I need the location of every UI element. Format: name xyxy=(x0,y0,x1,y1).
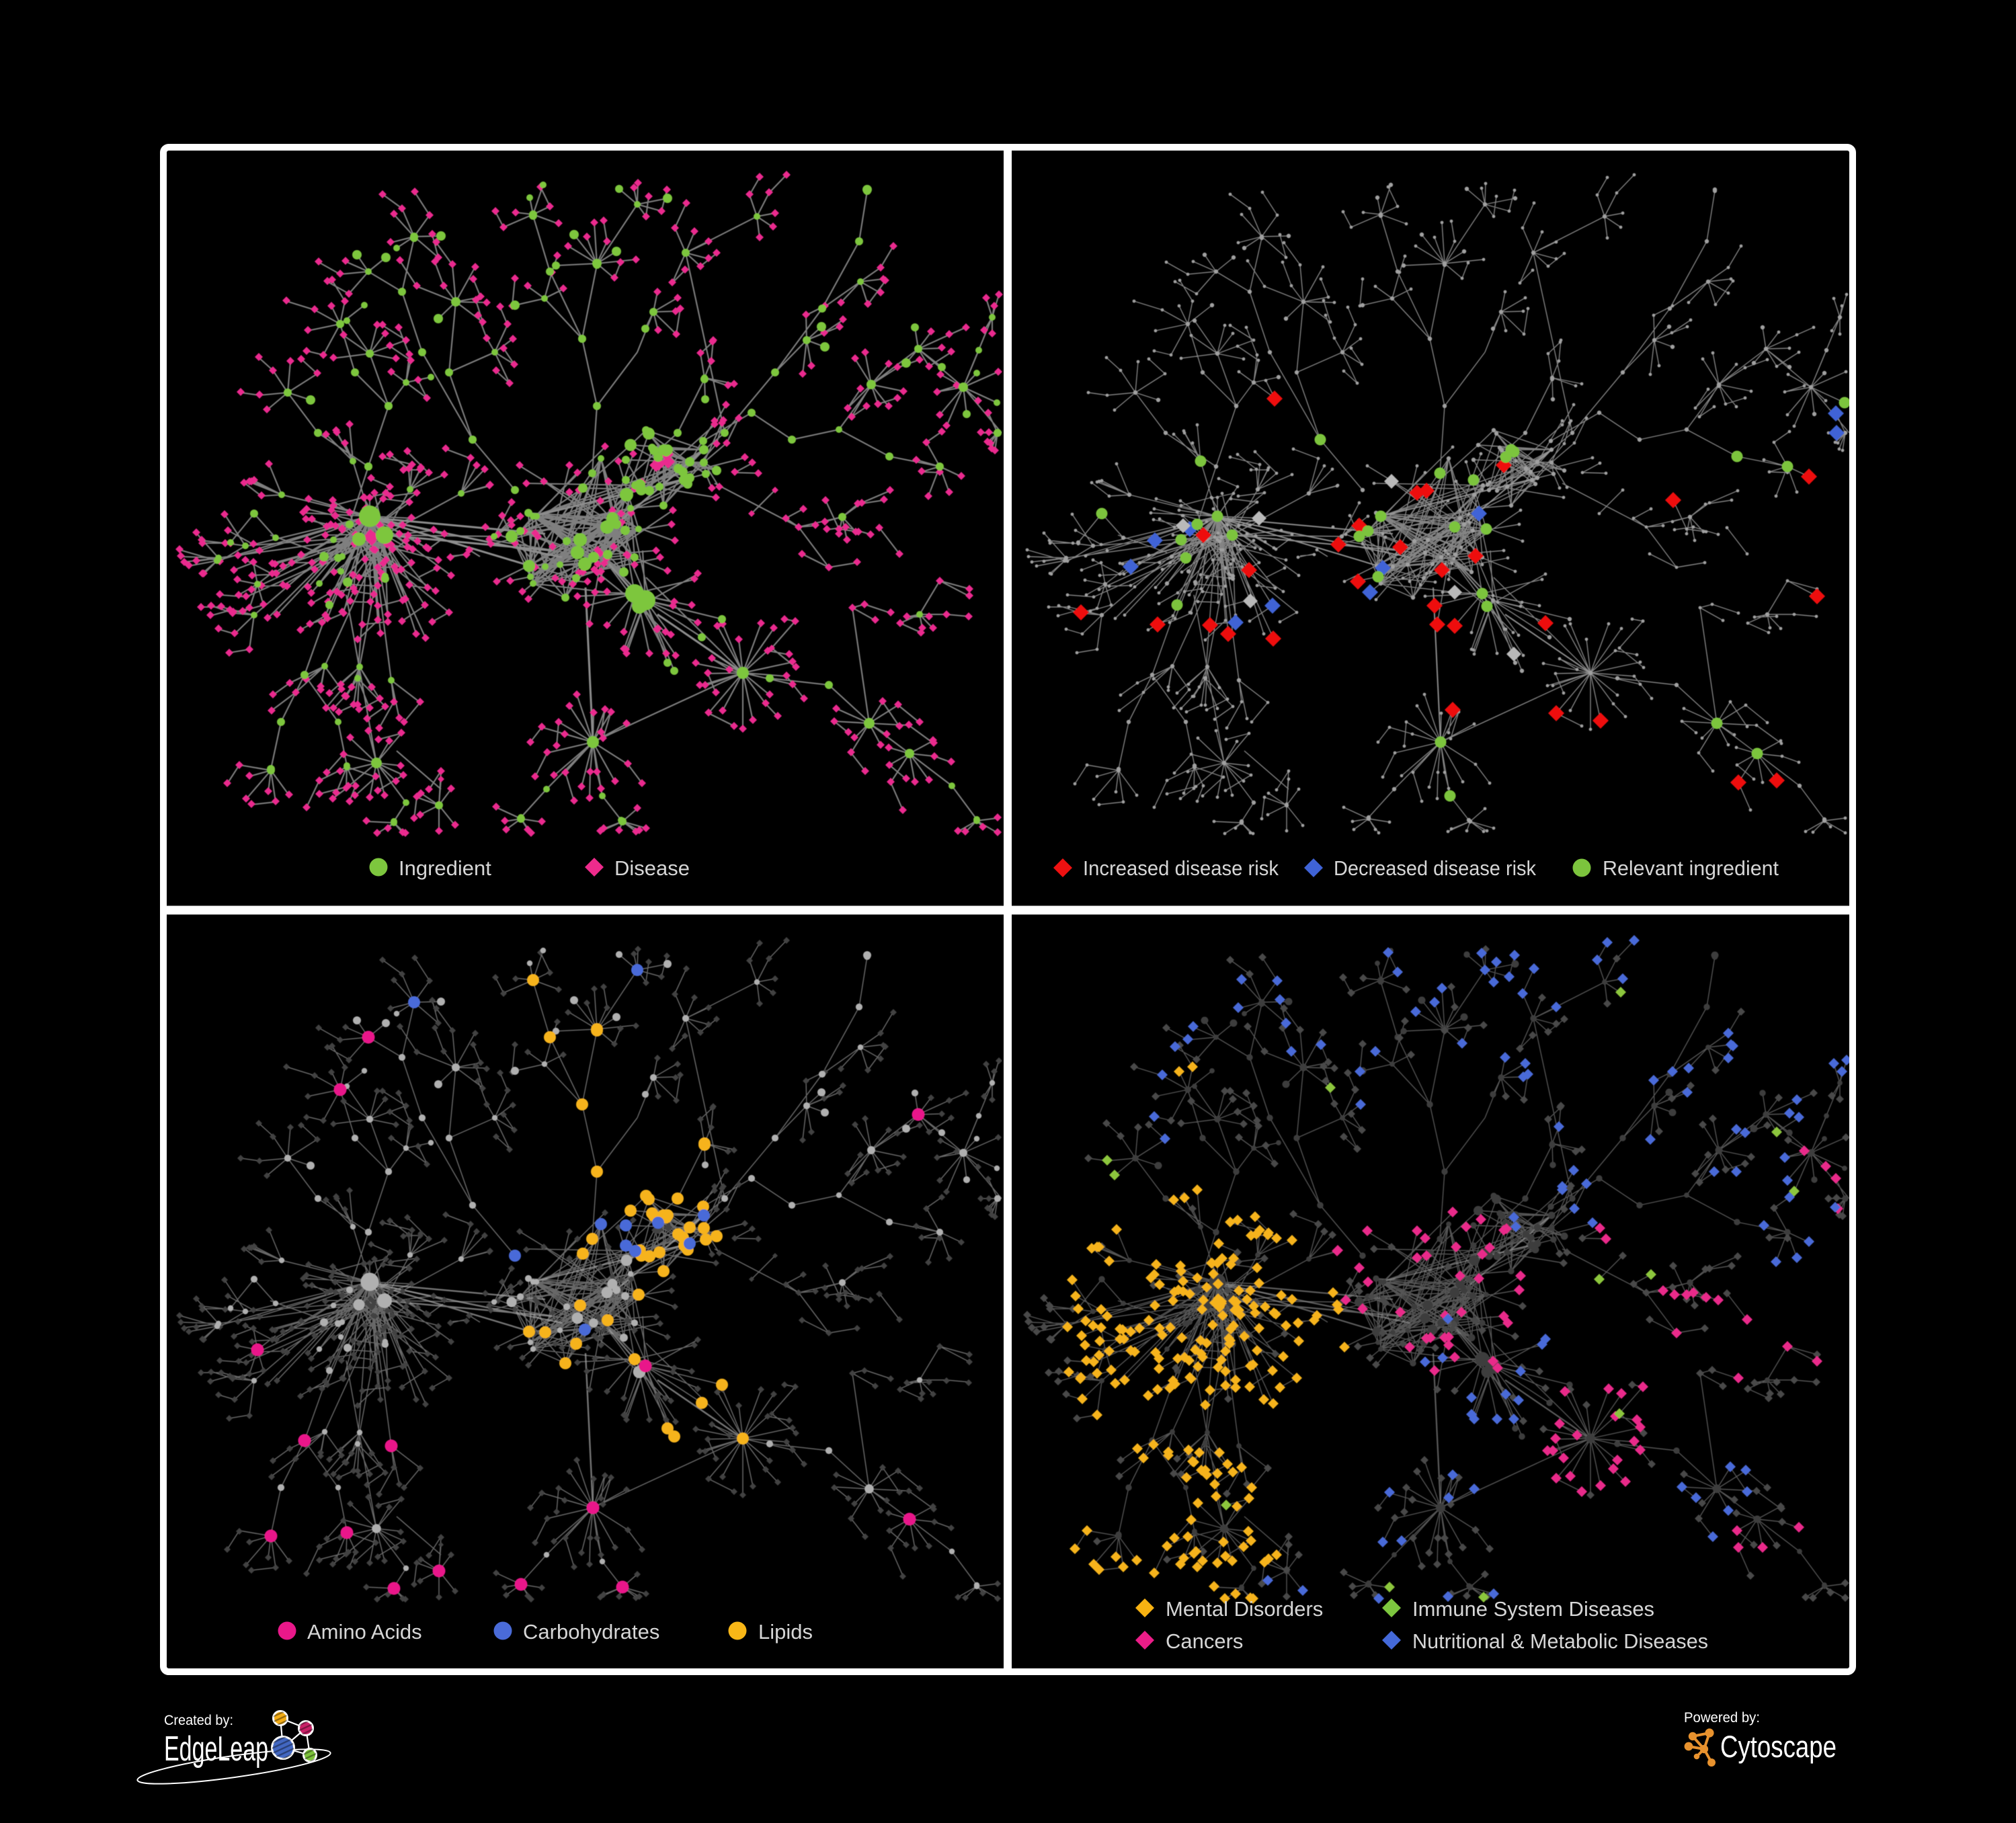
svg-text:Amino Acids: Amino Acids xyxy=(307,1620,422,1644)
svg-text:Cytoscape: Cytoscape xyxy=(1720,1730,1837,1764)
svg-text:Relevant ingredient: Relevant ingredient xyxy=(1603,856,1779,880)
svg-text:EdgeLeap: EdgeLeap xyxy=(164,1730,268,1769)
svg-text:Disease: Disease xyxy=(614,856,690,880)
svg-text:Ingredient: Ingredient xyxy=(399,856,491,880)
svg-text:Increased disease risk: Increased disease risk xyxy=(1083,856,1279,880)
svg-text:Carbohydrates: Carbohydrates xyxy=(523,1620,659,1644)
svg-text:Lipids: Lipids xyxy=(758,1620,813,1644)
svg-text:Decreased disease risk: Decreased disease risk xyxy=(1334,856,1536,880)
svg-text:Powered by:: Powered by: xyxy=(1684,1710,1760,1726)
svg-text:Created by:: Created by: xyxy=(164,1713,233,1728)
svg-text:Nutritional & Metabolic Diseas: Nutritional & Metabolic Diseases xyxy=(1412,1629,1708,1653)
svg-text:Cancers: Cancers xyxy=(1166,1629,1243,1653)
svg-text:Immune System Diseases: Immune System Diseases xyxy=(1412,1597,1654,1621)
svg-text:Mental Disorders: Mental Disorders xyxy=(1166,1597,1323,1621)
